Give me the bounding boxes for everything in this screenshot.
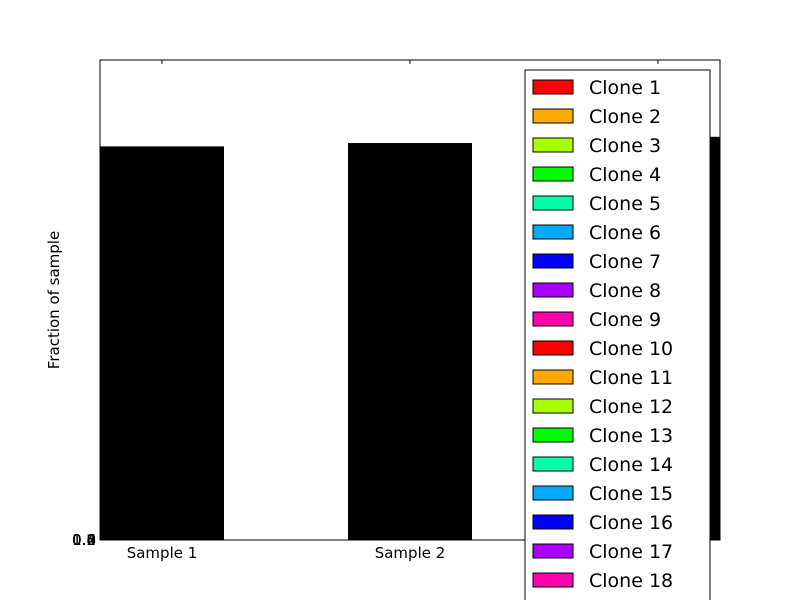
y-axis-label: Fraction of sample [45,231,63,369]
legend-label: Clone 3 [589,135,661,157]
bar-2 [348,143,472,541]
legend-label: Clone 15 [589,483,673,505]
legend-swatch [532,137,574,153]
legend-swatch [532,456,574,472]
legend-label: Clone 9 [589,309,661,331]
legend-box [524,69,711,600]
legend-swatch [532,427,574,443]
legend-label: Clone 7 [589,251,661,273]
legend: Clone 1 Clone 2 Clone 3 Clone 4 Clone 5 Clone… [524,69,711,600]
legend-swatch [532,340,574,356]
y-tick-label: 0.8 [72,531,96,549]
legend-label: Clone 14 [589,454,673,476]
legend-label: Clone 16 [589,512,673,534]
legend-swatch [532,572,574,588]
x-ticks: Sample 1 Sample 2 [127,60,659,562]
legend-label: Clone 4 [589,164,661,186]
legend-swatch [532,369,574,385]
legend-swatch [532,166,574,182]
y-tick-label: 1.0 [72,531,96,549]
legend-label: Clone 2 [589,106,661,128]
legend-swatch [532,282,574,298]
legend-swatch [532,543,574,559]
legend-swatch [532,195,574,211]
legend-swatch [532,79,574,95]
legend-swatch [532,253,574,269]
bar-1 [100,146,224,540]
y-tick-label: 0.2 [72,531,96,549]
legend-swatch [532,108,574,124]
legend-label: Clone 11 [589,367,673,389]
legend-label: Clone 17 [589,541,673,563]
legend-label: Clone 1 [589,77,661,99]
y-tick-label: 0.0 [72,531,96,549]
legend-swatch [532,224,574,240]
legend-swatch [532,311,574,327]
legend-swatch [532,514,574,530]
y-ticks: 0.00.20.40.60.81.0 [72,531,96,549]
legend-label: Clone 18 [589,570,673,592]
legend-label: Clone 13 [589,425,673,447]
y-tick-label: 0.4 [72,531,96,549]
y-tick-label: 0.6 [72,531,96,549]
legend-label: Clone 12 [589,396,673,418]
legend-label: Clone 5 [589,193,661,215]
legend-label: Clone 8 [589,280,661,302]
legend-swatch [532,485,574,501]
x-tick-label: Sample 2 [375,544,446,562]
x-tick-label: Sample 1 [127,544,198,562]
legend-label: Clone 10 [589,338,673,360]
legend-label: Clone 6 [589,222,661,244]
legend-swatch [532,398,574,414]
